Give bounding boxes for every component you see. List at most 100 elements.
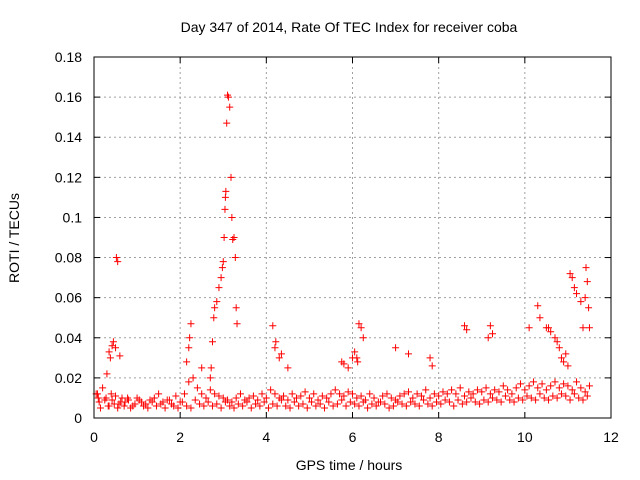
data-point	[547, 382, 555, 390]
data-point	[428, 362, 436, 370]
data-point	[94, 394, 102, 402]
data-point	[221, 205, 229, 213]
data-point	[577, 384, 585, 392]
data-point	[215, 392, 223, 400]
x-tick-label: 12	[603, 429, 619, 445]
data-point	[144, 404, 152, 412]
data-point	[245, 394, 253, 402]
data-point	[114, 258, 122, 266]
data-point	[112, 392, 120, 400]
data-point	[264, 404, 272, 412]
data-point	[501, 392, 509, 400]
data-point	[480, 396, 488, 404]
data-point	[252, 400, 260, 408]
data-point	[185, 378, 193, 386]
data-point	[217, 274, 225, 282]
data-point	[529, 378, 537, 386]
data-point	[357, 392, 365, 400]
data-point	[140, 402, 148, 410]
data-point	[562, 392, 570, 400]
x-tick-label: 10	[517, 429, 533, 445]
data-point	[359, 398, 367, 406]
data-point	[549, 392, 557, 400]
x-tick-label: 0	[90, 429, 98, 445]
data-point	[221, 398, 229, 406]
data-point	[372, 402, 380, 410]
data-point	[512, 384, 520, 392]
data-point	[223, 119, 231, 127]
data-point	[221, 193, 229, 201]
data-point	[405, 350, 413, 358]
data-point	[273, 402, 281, 410]
data-point	[131, 400, 139, 408]
data-point	[249, 392, 257, 400]
data-point	[297, 392, 305, 400]
data-point	[583, 278, 591, 286]
data-point	[286, 404, 294, 412]
data-point	[254, 396, 262, 404]
data-point	[482, 384, 490, 392]
data-point	[333, 400, 341, 408]
data-point	[493, 396, 501, 404]
data-point	[312, 402, 320, 410]
data-point	[323, 394, 331, 402]
data-point	[461, 322, 469, 330]
data-point	[564, 382, 572, 390]
data-point	[344, 364, 352, 372]
data-point	[303, 404, 311, 412]
data-point	[532, 396, 540, 404]
x-tick-label: 6	[349, 429, 357, 445]
data-point	[534, 302, 542, 310]
data-point	[381, 400, 389, 408]
data-point	[573, 378, 581, 386]
data-point	[198, 364, 206, 372]
data-point	[564, 362, 572, 370]
grid-layer	[94, 57, 611, 418]
data-point	[120, 402, 128, 410]
data-point	[172, 392, 180, 400]
data-point	[284, 364, 292, 372]
data-point	[555, 384, 563, 392]
data-point	[517, 380, 525, 388]
data-point	[269, 400, 277, 408]
axis-ticks	[93, 56, 612, 419]
data-point	[409, 394, 417, 402]
data-point	[387, 394, 395, 402]
data-point	[93, 390, 101, 398]
y-tick-label: 0	[74, 410, 82, 426]
data-point	[570, 284, 578, 292]
data-point	[208, 402, 216, 410]
data-point	[478, 388, 486, 396]
data-point	[420, 396, 428, 404]
x-tick-label: 4	[262, 429, 270, 445]
chart-title: Day 347 of 2014, Rate Of TEC Index for r…	[181, 19, 518, 35]
data-point	[417, 392, 425, 400]
data-point	[579, 396, 587, 404]
data-point	[196, 400, 204, 408]
data-point	[405, 388, 413, 396]
data-point	[583, 392, 591, 400]
data-point	[222, 187, 230, 195]
data-point	[351, 348, 359, 356]
data-point	[110, 400, 118, 408]
data-point	[450, 402, 458, 410]
data-point	[231, 254, 239, 262]
data-point	[435, 392, 443, 400]
data-point	[495, 388, 503, 396]
data-point	[277, 350, 285, 358]
data-point	[301, 388, 309, 396]
data-point	[187, 320, 195, 328]
data-point	[236, 390, 244, 398]
data-point	[510, 398, 518, 406]
data-point	[426, 394, 434, 402]
data-point	[256, 402, 264, 410]
data-point	[178, 398, 186, 406]
data-point	[228, 398, 236, 406]
data-point	[568, 274, 576, 282]
data-point	[467, 394, 475, 402]
data-point	[107, 390, 115, 398]
data-point	[377, 398, 385, 406]
data-point	[325, 398, 333, 406]
data-point	[327, 390, 335, 398]
data-point	[213, 298, 221, 306]
